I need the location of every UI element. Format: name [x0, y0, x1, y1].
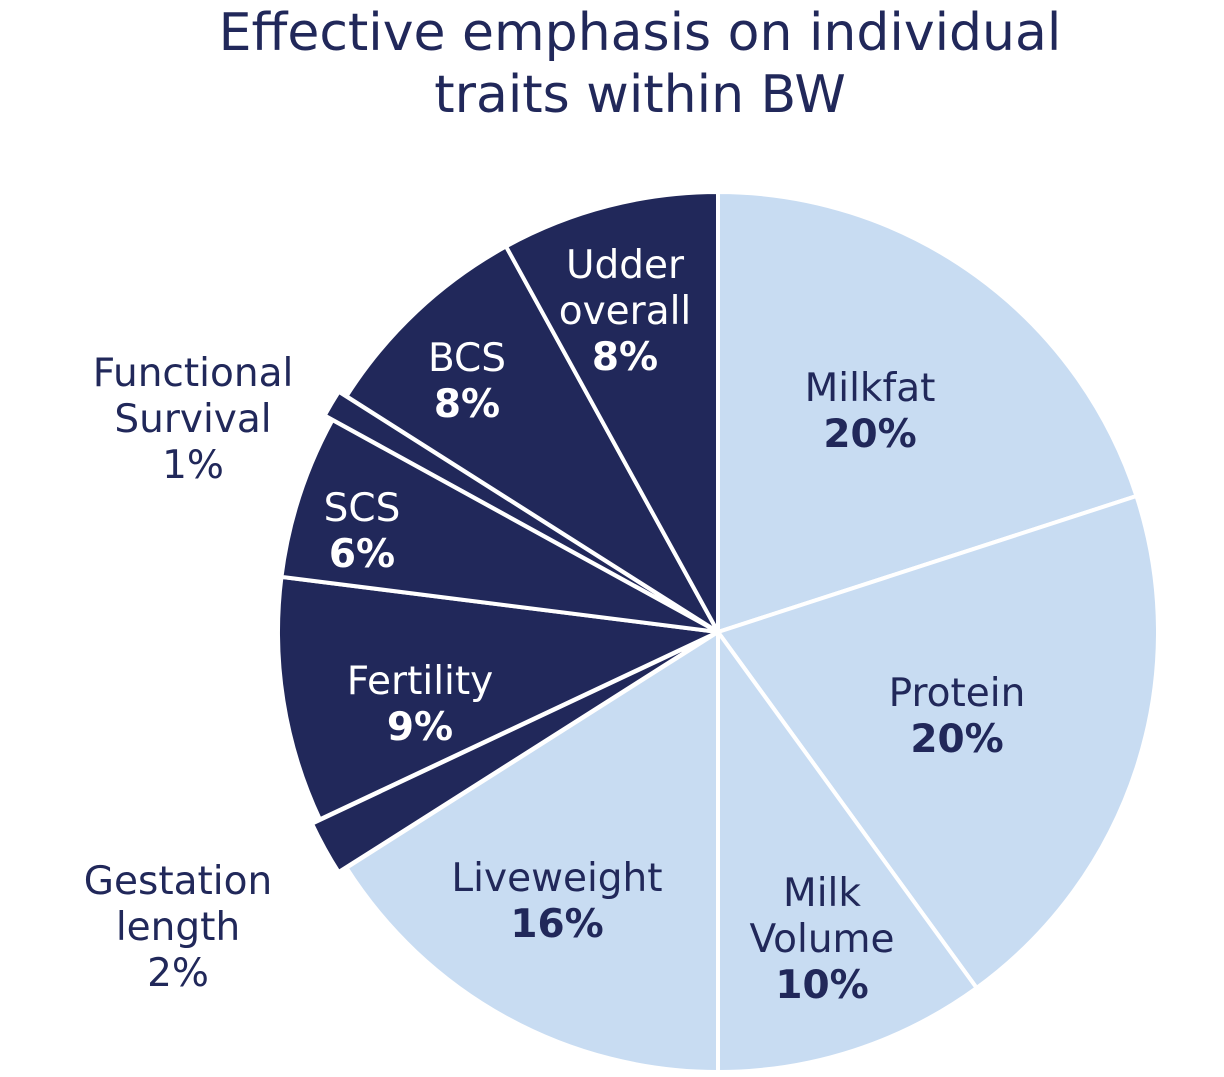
slice-name: Udder [565, 243, 685, 288]
pie-slice-milkfat [716, 190, 1139, 634]
slice-label: Gestation length 2% [84, 859, 272, 997]
pie-slice-protein [716, 494, 1160, 990]
slice-label: Functional Survival 1% [93, 351, 294, 489]
slice-name: Milkfat [804, 366, 936, 411]
pie-slice-bcs [344, 244, 720, 634]
slice-value: 16% [510, 902, 604, 947]
pie-slice-udder-overall [504, 190, 720, 634]
chart-title: Effective emphasis on individual traits … [0, 2, 1224, 126]
slice-name: BCS [427, 336, 507, 381]
slice-name: Functional [92, 351, 294, 396]
slice-label: Liveweight 16% [451, 856, 662, 948]
slice-name: Fertility [346, 659, 494, 704]
chart-title-line: traits within BW [434, 65, 846, 125]
slice-name: Survival [114, 397, 272, 442]
slice-label: Fertility 9% [347, 659, 494, 751]
slice-value: 6% [328, 532, 396, 577]
slice-label: SCS 6% [324, 486, 401, 578]
slice-value: 9% [386, 705, 454, 750]
pie-slice-functional-survival [322, 389, 713, 630]
slice-name: length [115, 905, 241, 950]
slice-name: Volume [749, 917, 895, 962]
slice-label: Milk Volume 10% [749, 871, 894, 1009]
slice-label: Protein 20% [889, 671, 1026, 763]
slice-name: Milk [783, 871, 861, 916]
slice-name: Liveweight [451, 856, 663, 901]
slice-label: Milkfat 20% [805, 366, 936, 458]
slice-value: 1% [162, 443, 224, 488]
slice-value: 20% [823, 412, 917, 457]
slice-value: 20% [910, 717, 1004, 762]
pie-slice-milk-volume [716, 630, 979, 1074]
slice-value: 10% [775, 963, 869, 1008]
slice-label: Udder overall 8% [559, 243, 692, 381]
pie-slice-liveweight [344, 630, 720, 1074]
chart-title-line: Effective emphasis on individual [218, 3, 1062, 63]
slice-value: 8% [433, 382, 501, 427]
slice-name: Protein [888, 671, 1026, 716]
slice-label: BCS 8% [428, 336, 506, 428]
slice-name: Gestation [83, 859, 273, 904]
pie-slice-scs [279, 418, 720, 634]
slice-name: SCS [323, 486, 401, 531]
pie-slice-fertility [276, 574, 720, 822]
slice-name: overall [558, 289, 692, 334]
pie-slice-gestation-length [309, 634, 713, 875]
slice-value: 8% [591, 335, 659, 380]
slice-value: 2% [147, 951, 209, 996]
